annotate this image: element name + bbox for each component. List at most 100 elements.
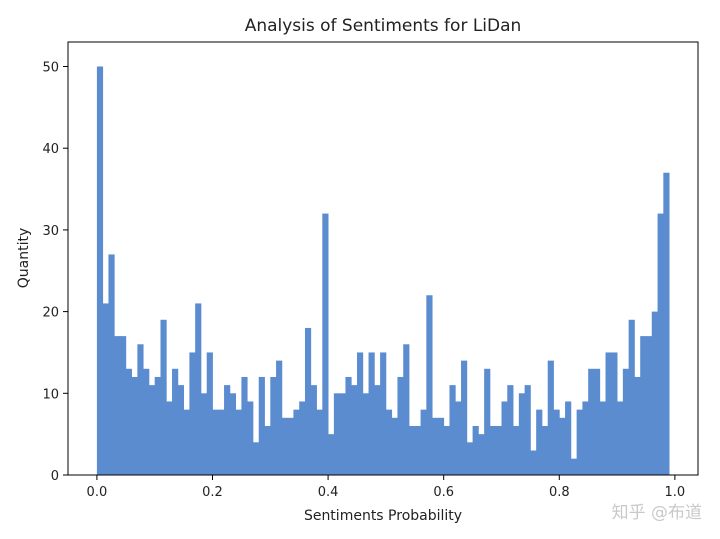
histogram-bar (484, 368, 491, 475)
y-tick-label: 0 (51, 469, 59, 484)
histogram-bar (287, 417, 294, 475)
x-tick-label: 0.8 (549, 485, 570, 500)
histogram-bar (599, 401, 606, 475)
histogram-bar (224, 385, 231, 475)
histogram-bar (536, 409, 543, 475)
x-tick-label: 0.4 (318, 485, 339, 500)
y-tick-label: 20 (42, 306, 59, 321)
histogram-bar (495, 425, 502, 475)
histogram-bar (530, 450, 537, 475)
histogram-bar (362, 393, 369, 475)
histogram-bar (333, 393, 341, 475)
histogram-bar (120, 336, 127, 475)
x-tick-label: 0.6 (433, 485, 454, 500)
histogram-bar (212, 409, 219, 475)
histogram-bar (518, 393, 526, 475)
x-axis-label: Sentiments Probability (304, 508, 462, 524)
histogram-bar (617, 401, 624, 475)
histogram-bar (206, 352, 213, 475)
histogram-bar (339, 393, 346, 475)
histogram-bar (547, 360, 554, 475)
watermark-text: 知乎 @布道 (611, 503, 702, 523)
histogram-bar (195, 303, 202, 475)
histogram-bar (235, 409, 242, 475)
histogram-bar (241, 376, 248, 475)
histogram-bar (160, 319, 167, 475)
histogram-bar (605, 352, 612, 475)
bars-group (96, 66, 670, 475)
x-tick-label: 0.0 (87, 485, 108, 500)
histogram-bar (593, 368, 601, 475)
histogram-bar (582, 401, 589, 475)
histogram-bar (258, 376, 265, 475)
histogram-bar (489, 425, 497, 475)
histogram-bar (455, 401, 462, 475)
x-axis-ticks: 0.0 0.2 0.4 0.6 0.8 1.0 (87, 475, 686, 500)
histogram-bar (108, 254, 115, 475)
histogram-bar (172, 368, 179, 475)
histogram-bar (651, 311, 658, 475)
histogram-bar (640, 336, 647, 475)
histogram-bar (247, 401, 254, 475)
histogram-bar (449, 385, 456, 475)
histogram-bar (443, 425, 450, 475)
chart-title: Analysis of Sentiments for LiDan (245, 16, 522, 36)
histogram-bar (391, 417, 398, 475)
histogram-bar (166, 401, 173, 475)
histogram-bar (351, 385, 358, 475)
y-axis-ticks: 0 10 20 30 40 50 (42, 61, 68, 484)
histogram-bar (177, 385, 184, 475)
histogram-bar (328, 434, 335, 475)
histogram-bar (611, 352, 618, 475)
y-tick-label: 30 (42, 224, 59, 239)
histogram-bar (397, 376, 404, 475)
histogram-bar (114, 336, 121, 475)
histogram-bar (356, 352, 364, 475)
histogram-bar (541, 425, 549, 475)
plot-frame (67, 41, 699, 476)
histogram-bar (380, 352, 387, 475)
histogram-bar (524, 385, 531, 475)
histogram-bar (657, 213, 664, 475)
histogram-bar (299, 401, 306, 475)
histogram-bar (426, 295, 433, 475)
y-tick-label: 10 (42, 387, 59, 402)
histogram-bar (645, 336, 653, 475)
histogram-bar (137, 344, 144, 475)
histogram-bar (316, 409, 323, 475)
histogram-bar (281, 417, 289, 475)
histogram-bar (368, 352, 375, 475)
histogram-bar (310, 385, 317, 475)
histogram-bar (553, 409, 560, 475)
histogram-bar (304, 327, 312, 475)
histogram-bar (131, 376, 138, 475)
histogram-bar (634, 376, 641, 475)
histogram-bar (414, 425, 421, 475)
histogram-bar (96, 66, 104, 475)
histogram-bar (576, 409, 583, 475)
histogram-bar (461, 360, 468, 475)
histogram-bar (403, 344, 410, 475)
histogram-bar (432, 417, 439, 475)
histogram-bar (559, 417, 566, 475)
histogram-bar (276, 360, 283, 475)
histogram-bar (507, 385, 514, 475)
histogram-bar (293, 409, 300, 475)
histogram-bar (143, 368, 150, 475)
histogram-bar (252, 442, 260, 475)
histogram-bar (622, 368, 630, 475)
histogram-bar (628, 319, 635, 475)
histogram-bar (385, 409, 393, 475)
histogram-bar (478, 434, 485, 475)
histogram-bar (270, 376, 277, 475)
histogram-bar (437, 417, 445, 475)
histogram-bar (588, 368, 595, 475)
x-tick-label: 1.0 (665, 485, 686, 500)
histogram-bar (264, 425, 271, 475)
histogram-bar (466, 442, 473, 475)
x-tick-label: 0.2 (202, 485, 223, 500)
histogram-bar (183, 409, 190, 475)
histogram-bar (409, 425, 416, 475)
histogram-bar (154, 376, 161, 475)
y-tick-label: 40 (42, 142, 59, 157)
